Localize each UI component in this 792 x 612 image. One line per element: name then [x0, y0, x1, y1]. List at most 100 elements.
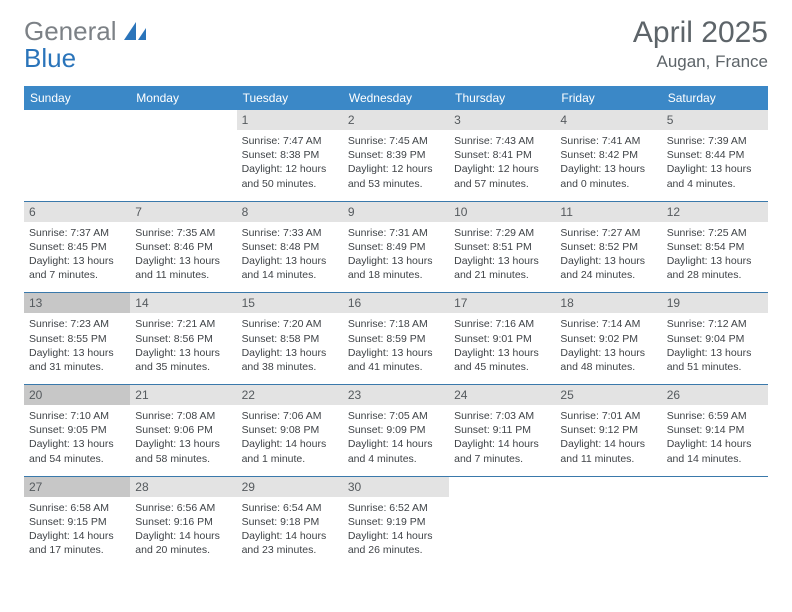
daylight-text: Daylight: 13 hours and 4 minutes.: [667, 162, 763, 190]
day-cell: 10Sunrise: 7:29 AMSunset: 8:51 PMDayligh…: [449, 201, 555, 293]
day-number: 26: [662, 385, 768, 405]
day-number: 12: [662, 202, 768, 222]
sunset-text: Sunset: 9:12 PM: [560, 423, 656, 437]
sunrise-text: Sunrise: 7:35 AM: [135, 226, 231, 240]
day-number: 5: [662, 110, 768, 130]
sunset-text: Sunset: 8:51 PM: [454, 240, 550, 254]
week-num-row: 6Sunrise: 7:37 AMSunset: 8:45 PMDaylight…: [24, 201, 768, 293]
sunset-text: Sunset: 8:38 PM: [242, 148, 338, 162]
sunset-text: Sunset: 9:14 PM: [667, 423, 763, 437]
day-info: Sunrise: 7:06 AMSunset: 9:08 PMDaylight:…: [237, 405, 343, 476]
sunrise-text: Sunrise: 7:33 AM: [242, 226, 338, 240]
sunset-text: Sunset: 8:49 PM: [348, 240, 444, 254]
logo: General Blue: [24, 18, 148, 72]
daylight-text: Daylight: 13 hours and 11 minutes.: [135, 254, 231, 282]
daylight-text: Daylight: 14 hours and 14 minutes.: [667, 437, 763, 465]
day-cell: 14Sunrise: 7:21 AMSunset: 8:56 PMDayligh…: [130, 293, 236, 385]
day-cell: 19Sunrise: 7:12 AMSunset: 9:04 PMDayligh…: [662, 293, 768, 385]
day-info: Sunrise: 7:29 AMSunset: 8:51 PMDaylight:…: [449, 222, 555, 293]
sunrise-text: Sunrise: 7:20 AM: [242, 317, 338, 331]
daylight-text: Daylight: 13 hours and 48 minutes.: [560, 346, 656, 374]
sunset-text: Sunset: 9:09 PM: [348, 423, 444, 437]
day-info: Sunrise: 7:03 AMSunset: 9:11 PMDaylight:…: [449, 405, 555, 476]
sunset-text: Sunset: 8:44 PM: [667, 148, 763, 162]
day-number: 17: [449, 293, 555, 313]
day-cell: 4Sunrise: 7:41 AMSunset: 8:42 PMDaylight…: [555, 110, 661, 201]
day-info: Sunrise: 7:08 AMSunset: 9:06 PMDaylight:…: [130, 405, 236, 476]
day-cell: 20Sunrise: 7:10 AMSunset: 9:05 PMDayligh…: [24, 385, 130, 477]
day-info: Sunrise: 7:31 AMSunset: 8:49 PMDaylight:…: [343, 222, 449, 293]
day-cell: 9Sunrise: 7:31 AMSunset: 8:49 PMDaylight…: [343, 201, 449, 293]
sunset-text: Sunset: 9:04 PM: [667, 332, 763, 346]
day-number: 13: [24, 293, 130, 313]
day-number: 24: [449, 385, 555, 405]
sunrise-text: Sunrise: 7:29 AM: [454, 226, 550, 240]
sunrise-text: Sunrise: 7:41 AM: [560, 134, 656, 148]
daylight-text: Daylight: 13 hours and 31 minutes.: [29, 346, 125, 374]
sunset-text: Sunset: 8:56 PM: [135, 332, 231, 346]
day-cell: 11Sunrise: 7:27 AMSunset: 8:52 PMDayligh…: [555, 201, 661, 293]
logo-sail-icon: [122, 20, 148, 47]
week-num-row: 20Sunrise: 7:10 AMSunset: 9:05 PMDayligh…: [24, 385, 768, 477]
day-cell: 24Sunrise: 7:03 AMSunset: 9:11 PMDayligh…: [449, 385, 555, 477]
daylight-text: Daylight: 14 hours and 4 minutes.: [348, 437, 444, 465]
day-info: Sunrise: 7:41 AMSunset: 8:42 PMDaylight:…: [555, 130, 661, 201]
daylight-text: Daylight: 13 hours and 54 minutes.: [29, 437, 125, 465]
daylight-text: Daylight: 13 hours and 0 minutes.: [560, 162, 656, 190]
logo-text-part1: General: [24, 16, 117, 46]
day-cell: 21Sunrise: 7:08 AMSunset: 9:06 PMDayligh…: [130, 385, 236, 477]
sunset-text: Sunset: 9:16 PM: [135, 515, 231, 529]
day-cell: 7Sunrise: 7:35 AMSunset: 8:46 PMDaylight…: [130, 201, 236, 293]
day-number: 14: [130, 293, 236, 313]
daylight-text: Daylight: 13 hours and 38 minutes.: [242, 346, 338, 374]
daylight-text: Daylight: 12 hours and 57 minutes.: [454, 162, 550, 190]
sunrise-text: Sunrise: 7:10 AM: [29, 409, 125, 423]
daylight-text: Daylight: 13 hours and 28 minutes.: [667, 254, 763, 282]
day-info: Sunrise: 7:05 AMSunset: 9:09 PMDaylight:…: [343, 405, 449, 476]
sunrise-text: Sunrise: 7:14 AM: [560, 317, 656, 331]
daylight-text: Daylight: 14 hours and 23 minutes.: [242, 529, 338, 557]
week-num-row: 1Sunrise: 7:47 AMSunset: 8:38 PMDaylight…: [24, 110, 768, 201]
sunrise-text: Sunrise: 7:43 AM: [454, 134, 550, 148]
daylight-text: Daylight: 13 hours and 24 minutes.: [560, 254, 656, 282]
day-number: 16: [343, 293, 449, 313]
header: General Blue April 2025 Augan, France: [24, 18, 768, 72]
day-info: Sunrise: 7:37 AMSunset: 8:45 PMDaylight:…: [24, 222, 130, 293]
title-block: April 2025 Augan, France: [633, 18, 768, 72]
location-label: Augan, France: [633, 52, 768, 72]
weekday-saturday: Saturday: [662, 86, 768, 110]
day-info: Sunrise: 6:52 AMSunset: 9:19 PMDaylight:…: [343, 497, 449, 568]
month-title: April 2025: [633, 18, 768, 48]
week-num-row: 27Sunrise: 6:58 AMSunset: 9:15 PMDayligh…: [24, 476, 768, 567]
sunset-text: Sunset: 8:41 PM: [454, 148, 550, 162]
sunset-text: Sunset: 8:39 PM: [348, 148, 444, 162]
weekday-tuesday: Tuesday: [237, 86, 343, 110]
day-info: Sunrise: 7:45 AMSunset: 8:39 PMDaylight:…: [343, 130, 449, 201]
day-number: 7: [130, 202, 236, 222]
sunset-text: Sunset: 8:48 PM: [242, 240, 338, 254]
logo-text-wrap: General Blue: [24, 18, 117, 72]
daylight-text: Daylight: 13 hours and 58 minutes.: [135, 437, 231, 465]
day-cell: 17Sunrise: 7:16 AMSunset: 9:01 PMDayligh…: [449, 293, 555, 385]
day-number: 2: [343, 110, 449, 130]
sunset-text: Sunset: 9:06 PM: [135, 423, 231, 437]
day-cell: [555, 476, 661, 567]
day-cell: [130, 110, 236, 201]
weekday-header-row: Sunday Monday Tuesday Wednesday Thursday…: [24, 86, 768, 110]
daylight-text: Daylight: 13 hours and 14 minutes.: [242, 254, 338, 282]
sunset-text: Sunset: 8:59 PM: [348, 332, 444, 346]
day-info: Sunrise: 7:16 AMSunset: 9:01 PMDaylight:…: [449, 313, 555, 384]
day-cell: 3Sunrise: 7:43 AMSunset: 8:41 PMDaylight…: [449, 110, 555, 201]
daylight-text: Daylight: 13 hours and 7 minutes.: [29, 254, 125, 282]
day-number: 29: [237, 477, 343, 497]
day-info: Sunrise: 7:21 AMSunset: 8:56 PMDaylight:…: [130, 313, 236, 384]
logo-text-part2: Blue: [24, 43, 76, 73]
day-number: 6: [24, 202, 130, 222]
sunrise-text: Sunrise: 7:03 AM: [454, 409, 550, 423]
sunset-text: Sunset: 9:02 PM: [560, 332, 656, 346]
daylight-text: Daylight: 14 hours and 26 minutes.: [348, 529, 444, 557]
daylight-text: Daylight: 13 hours and 35 minutes.: [135, 346, 231, 374]
day-number: 23: [343, 385, 449, 405]
daylight-text: Daylight: 13 hours and 45 minutes.: [454, 346, 550, 374]
day-info: Sunrise: 6:58 AMSunset: 9:15 PMDaylight:…: [24, 497, 130, 568]
